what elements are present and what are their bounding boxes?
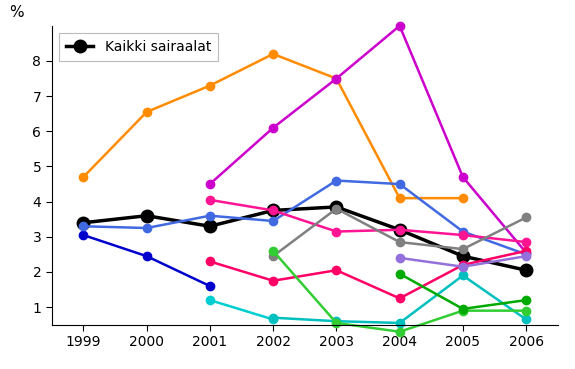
Kaikki sairaalat	[523, 268, 530, 272]
Kaikki sairaalat	[143, 214, 150, 218]
Kaikki sairaalat	[333, 205, 340, 209]
Kaikki sairaalat	[459, 254, 466, 258]
Line: Kaikki sairaalat: Kaikki sairaalat	[77, 201, 532, 276]
Kaikki sairaalat	[270, 208, 277, 213]
Text: %: %	[9, 5, 24, 20]
Kaikki sairaalat	[206, 224, 213, 228]
Legend: Kaikki sairaalat: Kaikki sairaalat	[59, 33, 218, 61]
Kaikki sairaalat	[80, 221, 87, 225]
Kaikki sairaalat	[396, 228, 403, 232]
